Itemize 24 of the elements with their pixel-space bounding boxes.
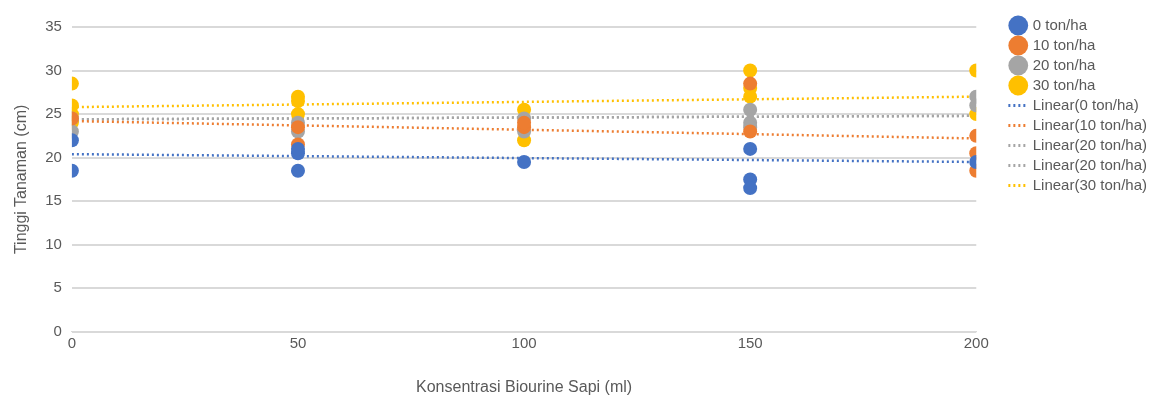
- y-tick-label: 30: [45, 60, 62, 78]
- y-tick-label: 10: [45, 234, 62, 252]
- x-tick-label: 150: [737, 333, 763, 351]
- x-tick-label: 0: [67, 333, 77, 351]
- y-tick-label: 5: [53, 278, 62, 296]
- x-tick-label: 50: [289, 333, 307, 351]
- legend-label: 20 ton/ha: [1032, 55, 1096, 73]
- y-tick-label: 35: [45, 17, 62, 35]
- legend-label: Linear(20 ton/ha): [1032, 135, 1148, 153]
- legend-label: 0 ton/ha: [1032, 15, 1088, 33]
- legend-label: 30 ton/ha: [1032, 75, 1096, 93]
- legend-label: Linear(10 ton/ha): [1032, 115, 1148, 133]
- x-tick-label: 100: [511, 333, 537, 351]
- legend-label: Linear(0 ton/ha): [1032, 95, 1139, 113]
- x-axis-title: Konsentrasi Biourine Sapi (ml): [416, 377, 633, 395]
- y-tick-label: 25: [45, 104, 62, 122]
- y-axis-title: Tinggi Tanaman (cm): [12, 104, 30, 255]
- y-tick-label: 0: [53, 321, 62, 339]
- legend-label: 10 ton/ha: [1032, 35, 1096, 53]
- x-tick-label: 200: [963, 333, 989, 351]
- y-tick-label: 15: [45, 191, 62, 209]
- legend-label: Linear(20 ton/ha): [1032, 155, 1148, 173]
- legend-label: Linear(30 ton/ha): [1032, 175, 1148, 193]
- y-tick-label: 20: [45, 147, 62, 165]
